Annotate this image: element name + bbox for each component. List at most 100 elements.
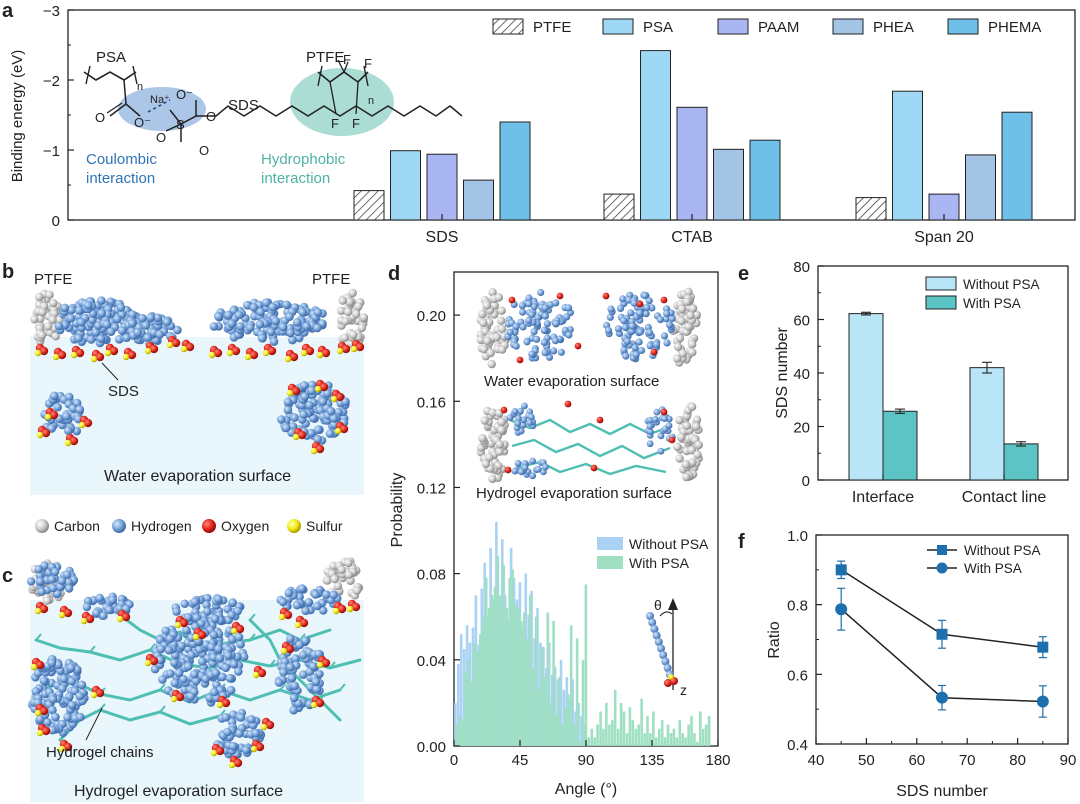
carbon-atom [684,322,693,331]
legend-carbon: Carbon [54,518,100,534]
hydrogen-atom [102,320,112,329]
histogram-bar-with-psa [517,608,520,746]
panel-b-molecular-snapshot [30,288,369,455]
x-tick-label: 90 [1060,752,1077,769]
hydrogen-atom [223,604,232,614]
point-without-psa [1037,641,1049,653]
hydrogen-atom [651,415,659,423]
hydrogen-atom [654,638,663,646]
histogram-bar-without-psa [477,644,481,746]
histogram-bar-without-psa [454,702,457,746]
hydrogen-atom [517,468,525,476]
hydrogen-atom [236,713,246,722]
oxygen-atom [95,352,105,362]
histogram-bar-with-psa [543,677,547,746]
hydrogen-atom [661,657,670,666]
hydrogen-atom [227,319,236,328]
bar-psa-sds [390,150,421,221]
oxygen-atom [299,618,309,628]
hydrogen-atom [646,416,654,424]
hydrogen-atom [209,687,219,697]
hydrogen-atom [534,314,542,322]
panel-e: e 0 20 40 60 80 SDS number Interface Contact li… [738,259,1069,506]
carbon-atom [488,408,497,417]
bar-ptfe-span-20 [855,197,887,221]
hydrogen-atom [646,422,654,430]
oxygen-atom [305,346,315,356]
sulfur-atom [230,627,238,635]
sulfur-atom [244,353,252,361]
histogram-bar-with-psa [693,733,696,746]
oxygen-atom [233,758,243,768]
hydrogen-atom [228,741,238,751]
histogram-bar-with-psa [484,577,488,746]
hydrogen-atom [541,312,550,320]
inset-water-caption: Water evaporation surface [484,373,659,390]
hydrophobic-interaction-label: interaction [261,170,330,187]
hydrogen-atom [153,313,162,323]
hydrogen-atom [67,305,76,315]
histogram-bar-with-psa [499,595,503,746]
hydrogen-atom [663,310,671,318]
hydrogen-atom [662,315,670,323]
hydrogen-atom [116,303,126,312]
sulfur-atom [330,395,338,403]
hydrogen-atom [218,672,227,682]
hydrogel-side-chain [249,613,256,621]
sds-tilt-molecule [646,612,678,687]
hydrogen-atom [202,600,211,610]
histogram-bar-without-psa [545,668,548,746]
hydrogen-atom [565,331,573,339]
panel-d-insets [476,287,703,484]
hydrogen-atom [236,322,245,331]
panel-letter-a: a [2,0,14,22]
sulfur-atom [210,749,218,757]
point-with-psa [1036,695,1049,708]
carbon-atom [497,345,507,354]
hydrogen-atom [635,338,643,346]
hydrogen-atom [158,675,167,684]
histogram-bar-with-psa [701,728,705,746]
hydrogen-atom [229,659,239,669]
hydrogen-atom [519,323,527,331]
hydrogen-atom [525,300,533,308]
carbon-atom [495,440,504,449]
carbon-atom [682,472,691,482]
histogram-bar-with-psa [681,733,684,746]
sulfur-atom [310,701,318,709]
bar-phea-sds [463,179,494,221]
legend-swatch-psa [602,18,634,35]
histogram-bar-with-psa [502,565,506,746]
carbon-atom [688,348,697,357]
bar-with-psa-interface [882,410,918,481]
hydrogen-atom [203,593,212,603]
sulfur-atom [90,355,98,363]
carbon-atom [687,402,697,411]
hydrogen-atom [251,728,261,738]
carbon-atom [329,561,338,571]
carbon-atom [338,296,347,305]
histogram-bar-with-psa [470,681,473,746]
panel-c-molecular-snapshot [26,557,364,769]
histogram-bar-without-psa [547,642,551,746]
sulfur-atom [294,621,302,629]
hydrogel-side-chain [159,683,166,691]
histogram-bar-without-psa [480,588,484,746]
oxygen-atom [149,656,159,666]
hydrogen-atom [141,321,151,330]
sulfur-atom [34,709,42,717]
bar-phema-span-20 [1001,111,1033,221]
hydrogel-side-chain [35,633,42,641]
x-tick-label: 180 [705,752,730,769]
carbon-atom [684,287,693,296]
hydrogen-atom [318,397,328,406]
hydrogen-atom [298,307,308,317]
histogram-bar-with-psa [690,715,693,746]
histogram-bar-with-psa [534,616,538,746]
sulfur-atom [336,347,344,355]
hydrogel-side-chain [299,633,306,641]
hydrogen-atom [43,717,52,727]
oxygen-atom [185,342,195,352]
oxygen-atom [249,350,259,360]
histogram-bar-without-psa [521,629,525,746]
